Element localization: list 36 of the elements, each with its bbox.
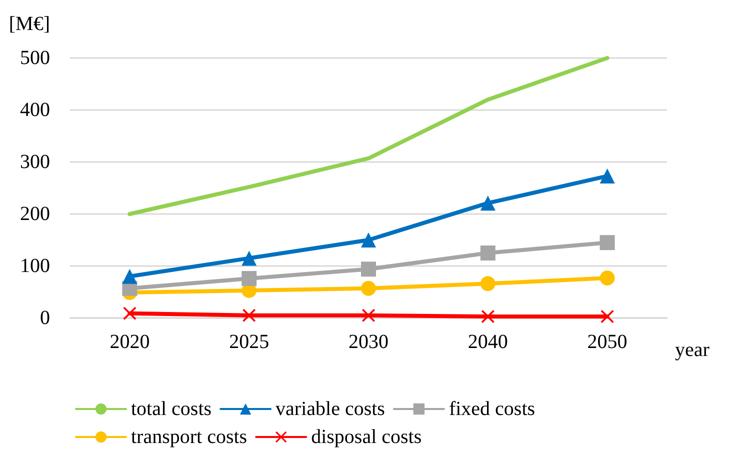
y-tick-label: 0	[40, 307, 50, 329]
y-tick-label: 500	[20, 47, 50, 69]
point	[242, 250, 257, 266]
point	[362, 308, 375, 322]
legend-label: disposal costs	[311, 426, 422, 448]
y-tick-label: 300	[20, 151, 50, 173]
point	[122, 268, 138, 284]
point	[480, 196, 496, 211]
x-tick-label: 2040	[468, 331, 508, 353]
y-tick-label: 400	[20, 99, 50, 121]
point	[600, 168, 615, 184]
x-tick-label: 2025	[229, 331, 270, 353]
point	[480, 276, 496, 292]
point	[600, 310, 614, 323]
legend-label: variable costs	[276, 398, 386, 420]
x-tick-label: 2020	[110, 331, 150, 353]
point	[480, 246, 496, 260]
line-series	[128, 56, 610, 216]
x-axis-title: year	[675, 339, 710, 361]
legend-label: total costs	[131, 398, 212, 420]
point	[600, 270, 615, 286]
point	[481, 310, 494, 323]
legend-label: transport costs	[131, 426, 248, 448]
point	[242, 308, 256, 322]
point	[242, 270, 257, 286]
x-tick-label: 2030	[348, 331, 388, 353]
point	[361, 232, 376, 248]
point	[361, 280, 376, 296]
point	[361, 262, 376, 277]
x-tick-label: 2050	[587, 331, 628, 353]
y-axis-title: [M€]	[8, 13, 50, 35]
legend-label: fixed costs	[448, 398, 536, 420]
point	[600, 235, 615, 250]
y-tick-label: 100	[20, 255, 50, 277]
y-tick-label: 200	[20, 203, 50, 225]
point	[123, 306, 136, 320]
